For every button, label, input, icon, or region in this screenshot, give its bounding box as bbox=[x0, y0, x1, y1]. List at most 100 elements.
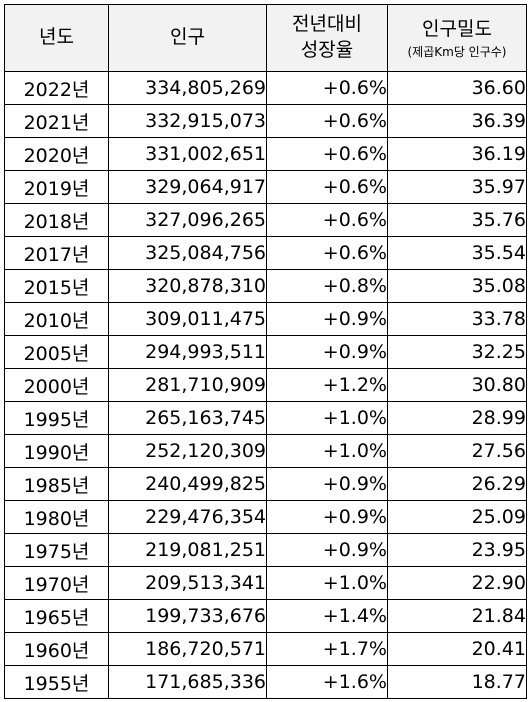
table-row: 2020년 331,002,651 +0.6% 36.19 bbox=[4, 137, 527, 171]
table-row: 2010년 309,011,475 +0.9% 33.78 bbox=[4, 302, 527, 336]
header-population: 인구 bbox=[108, 4, 267, 72]
year-cell: 1995년 bbox=[4, 401, 109, 435]
density-cell: 27.56 bbox=[387, 434, 527, 468]
growth-rate-cell: +0.6% bbox=[266, 236, 388, 270]
year-cell: 2015년 bbox=[4, 269, 109, 303]
population-cell: 334,805,269 bbox=[108, 71, 267, 105]
growth-rate-cell: +0.9% bbox=[266, 467, 388, 501]
population-cell: 320,878,310 bbox=[108, 269, 267, 303]
density-cell: 36.39 bbox=[387, 104, 527, 138]
table-body: 2022년 334,805,269 +0.6% 36.60 2021년 332,915,0… bbox=[4, 71, 527, 699]
population-cell: 281,710,909 bbox=[108, 368, 267, 402]
density-cell: 33.78 bbox=[387, 302, 527, 336]
header-growth-line2: 성장율 bbox=[300, 39, 354, 61]
table-row: 1980년 229,476,354 +0.9% 25.09 bbox=[4, 500, 527, 534]
density-cell: 22.90 bbox=[387, 566, 527, 600]
population-cell: 209,513,341 bbox=[108, 566, 267, 600]
population-cell: 219,081,251 bbox=[108, 533, 267, 567]
density-cell: 32.25 bbox=[387, 335, 527, 369]
population-cell: 199,733,676 bbox=[108, 599, 267, 633]
table-row: 2015년 320,878,310 +0.8% 35.08 bbox=[4, 269, 527, 303]
growth-rate-cell: +0.6% bbox=[266, 137, 388, 171]
year-cell: 2019년 bbox=[4, 170, 109, 204]
year-cell: 2010년 bbox=[4, 302, 109, 336]
density-cell: 35.76 bbox=[387, 203, 527, 237]
growth-rate-cell: +0.6% bbox=[266, 71, 388, 105]
table-row: 2000년 281,710,909 +1.2% 30.80 bbox=[4, 368, 527, 402]
density-cell: 25.09 bbox=[387, 500, 527, 534]
growth-rate-cell: +0.6% bbox=[266, 104, 388, 138]
year-cell: 2020년 bbox=[4, 137, 109, 171]
year-cell: 2018년 bbox=[4, 203, 109, 237]
density-cell: 20.41 bbox=[387, 632, 527, 666]
growth-rate-cell: +0.9% bbox=[266, 335, 388, 369]
density-cell: 21.84 bbox=[387, 599, 527, 633]
header-growth-line1: 전년대비 bbox=[292, 13, 362, 36]
population-cell: 327,096,265 bbox=[108, 203, 267, 237]
density-cell: 18.77 bbox=[387, 665, 527, 699]
table-row: 1970년 209,513,341 +1.0% 22.90 bbox=[4, 566, 527, 600]
table-row: 2019년 329,064,917 +0.6% 35.97 bbox=[4, 170, 527, 204]
population-cell: 325,084,756 bbox=[108, 236, 267, 270]
density-cell: 36.60 bbox=[387, 71, 527, 105]
year-cell: 1970년 bbox=[4, 566, 109, 600]
year-cell: 1980년 bbox=[4, 500, 109, 534]
density-cell: 35.54 bbox=[387, 236, 527, 270]
density-cell: 36.19 bbox=[387, 137, 527, 171]
growth-rate-cell: +1.6% bbox=[266, 665, 388, 699]
growth-rate-cell: +0.9% bbox=[266, 533, 388, 567]
table-row: 1995년 265,163,745 +1.0% 28.99 bbox=[4, 401, 527, 435]
header-density-label: 인구밀도 bbox=[422, 17, 492, 40]
population-cell: 229,476,354 bbox=[108, 500, 267, 534]
year-cell: 1965년 bbox=[4, 599, 109, 633]
table-row: 1990년 252,120,309 +1.0% 27.56 bbox=[4, 434, 527, 468]
year-cell: 2021년 bbox=[4, 104, 109, 138]
year-cell: 2000년 bbox=[4, 368, 109, 402]
year-cell: 1955년 bbox=[4, 665, 109, 699]
density-cell: 35.97 bbox=[387, 170, 527, 204]
density-cell: 26.29 bbox=[387, 467, 527, 501]
population-cell: 294,993,511 bbox=[108, 335, 267, 369]
table-row: 2017년 325,084,756 +0.6% 35.54 bbox=[4, 236, 527, 270]
table-header: 년도 인구 전년대비 성장율 인구밀도 (제곱Km당 인구수) bbox=[4, 4, 527, 72]
population-table: 년도 인구 전년대비 성장율 인구밀도 (제곱Km당 인구수) 2022년 334… bbox=[4, 4, 527, 699]
population-cell: 332,915,073 bbox=[108, 104, 267, 138]
table-row: 2018년 327,096,265 +0.6% 35.76 bbox=[4, 203, 527, 237]
year-cell: 2005년 bbox=[4, 335, 109, 369]
table-row: 2022년 334,805,269 +0.6% 36.60 bbox=[4, 71, 527, 105]
density-cell: 23.95 bbox=[387, 533, 527, 567]
population-cell: 265,163,745 bbox=[108, 401, 267, 435]
population-cell: 331,002,651 bbox=[108, 137, 267, 171]
population-cell: 309,011,475 bbox=[108, 302, 267, 336]
population-cell: 171,685,336 bbox=[108, 665, 267, 699]
table-row: 1955년 171,685,336 +1.6% 18.77 bbox=[4, 665, 527, 699]
year-cell: 2022년 bbox=[4, 71, 109, 105]
header-density-unit: (제곱Km당 인구수) bbox=[407, 44, 507, 59]
table-row: 1975년 219,081,251 +0.9% 23.95 bbox=[4, 533, 527, 567]
growth-rate-cell: +1.7% bbox=[266, 632, 388, 666]
growth-rate-cell: +1.0% bbox=[266, 566, 388, 600]
population-cell: 186,720,571 bbox=[108, 632, 267, 666]
table-row: 2005년 294,993,511 +0.9% 32.25 bbox=[4, 335, 527, 369]
year-cell: 2017년 bbox=[4, 236, 109, 270]
growth-rate-cell: +1.4% bbox=[266, 599, 388, 633]
growth-rate-cell: +1.0% bbox=[266, 401, 388, 435]
year-cell: 1990년 bbox=[4, 434, 109, 468]
table-row: 2021년 332,915,073 +0.6% 36.39 bbox=[4, 104, 527, 138]
header-growth: 전년대비 성장율 bbox=[266, 4, 388, 72]
growth-rate-cell: +1.2% bbox=[266, 368, 388, 402]
header-density: 인구밀도 (제곱Km당 인구수) bbox=[387, 4, 527, 72]
population-cell: 252,120,309 bbox=[108, 434, 267, 468]
table-row: 1960년 186,720,571 +1.7% 20.41 bbox=[4, 632, 527, 666]
density-cell: 30.80 bbox=[387, 368, 527, 402]
growth-rate-cell: +0.6% bbox=[266, 170, 388, 204]
year-cell: 1960년 bbox=[4, 632, 109, 666]
header-year: 년도 bbox=[4, 4, 109, 72]
growth-rate-cell: +1.0% bbox=[266, 434, 388, 468]
year-cell: 1985년 bbox=[4, 467, 109, 501]
population-cell: 240,499,825 bbox=[108, 467, 267, 501]
header-row: 년도 인구 전년대비 성장율 인구밀도 (제곱Km당 인구수) bbox=[4, 4, 527, 72]
table-row: 1965년 199,733,676 +1.4% 21.84 bbox=[4, 599, 527, 633]
growth-rate-cell: +0.6% bbox=[266, 203, 388, 237]
growth-rate-cell: +0.8% bbox=[266, 269, 388, 303]
